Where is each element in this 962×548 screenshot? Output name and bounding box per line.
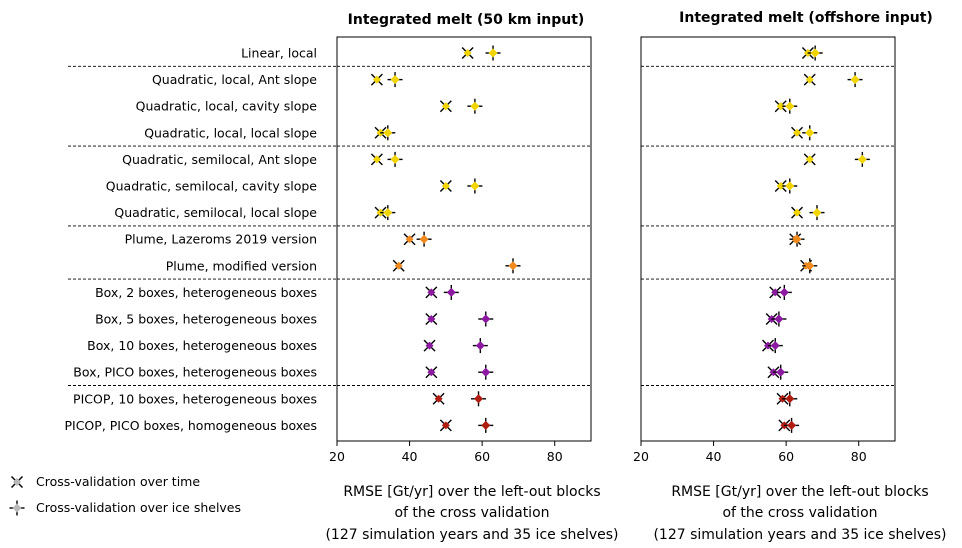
- point-time: [769, 286, 782, 299]
- point-ice-shelves: [472, 338, 488, 354]
- category-label: Quadratic, local, local slope: [144, 125, 317, 140]
- category-label: PICOP, 10 boxes, heterogeneous boxes: [73, 391, 317, 406]
- x-tick-label: 40: [706, 449, 722, 464]
- point-ice-shelves: [773, 364, 789, 380]
- point-time: [432, 392, 445, 405]
- x-tick-label: 80: [547, 449, 563, 464]
- point-ice-shelves: [767, 338, 783, 354]
- point-time: [370, 73, 383, 86]
- point-time: [461, 47, 474, 59]
- point-time: [439, 180, 452, 192]
- point-ice-shelves: [380, 125, 396, 141]
- category-label: PICOP, PICO boxes, homogeneous boxes: [64, 418, 317, 433]
- panel-50km-input: Integrated melt (50 km input) 20 40 60 80 R…: [325, 12, 618, 543]
- category-label: Quadratic, semilocal, local slope: [114, 205, 317, 220]
- x-axis-label-line-2: of the cross validation: [394, 505, 549, 521]
- point-ice-shelves: [784, 417, 800, 433]
- point-time: [425, 313, 438, 325]
- point-ice-shelves: [505, 258, 521, 274]
- x-axis-label-line-2: of the cross validation: [722, 505, 877, 521]
- x-tick-label: 20: [633, 449, 649, 464]
- x-tick-label: 60: [778, 449, 794, 464]
- category-label: Linear, local: [241, 46, 317, 61]
- point-ice-shelves: [467, 178, 483, 194]
- point-ice-shelves: [802, 258, 818, 274]
- point-ice-shelves: [443, 284, 459, 300]
- category-label: Plume, Lazeroms 2019 version: [125, 232, 317, 247]
- category-label: Box, 10 boxes, heterogeneous boxes: [87, 338, 317, 353]
- point-ice-shelves: [380, 205, 396, 221]
- x-axis-label-line-1: RMSE [Gt/yr] over the left-out blocks: [671, 484, 928, 500]
- point-ice-shelves: [789, 231, 805, 247]
- point-ice-shelves: [802, 125, 818, 141]
- point-time: [791, 126, 804, 139]
- point-ice-shelves: [782, 98, 798, 114]
- point-time: [774, 180, 787, 192]
- x-tick-label: 60: [474, 449, 490, 464]
- legend: Cross-validation over time Cross-validat…: [9, 474, 241, 516]
- point-time: [425, 366, 438, 379]
- point-time: [791, 206, 804, 219]
- point-ice-shelves: [847, 72, 863, 88]
- point-time: [439, 419, 452, 432]
- legend-marker-time: [11, 476, 23, 488]
- point-ice-shelves: [782, 391, 798, 407]
- category-label: Quadratic, semilocal, cavity slope: [106, 179, 318, 194]
- point-ice-shelves: [471, 391, 487, 407]
- point-time: [423, 339, 436, 352]
- category-labels: Linear, local Quadratic, local, Ant slope…: [64, 46, 337, 433]
- point-ice-shelves: [854, 151, 870, 167]
- point-ice-shelves: [416, 231, 432, 247]
- category-label: Plume, modified version: [166, 258, 317, 273]
- category-label: Box, 2 boxes, heterogeneous boxes: [95, 285, 317, 300]
- x-tick-label: 80: [851, 449, 867, 464]
- panel-title: Integrated melt (50 km input): [348, 12, 585, 28]
- point-ice-shelves: [478, 417, 494, 433]
- point-ice-shelves: [478, 364, 494, 380]
- category-label: Quadratic, local, cavity slope: [136, 99, 318, 114]
- x-tick-label: 40: [402, 449, 418, 464]
- point-ice-shelves: [478, 311, 494, 327]
- legend-x-marker: [11, 476, 23, 488]
- legend-marker-ice-shelves: [9, 500, 25, 516]
- category-label: Quadratic, semilocal, Ant slope: [122, 152, 317, 167]
- category-label: Box, PICO boxes, heterogeneous boxes: [73, 365, 317, 380]
- point-ice-shelves: [467, 98, 483, 114]
- point-ice-shelves: [485, 45, 501, 61]
- point-time: [392, 259, 405, 272]
- legend-label-time: Cross-validation over time: [36, 474, 200, 489]
- legend-label-ice-shelves: Cross-validation over ice shelves: [36, 500, 241, 515]
- point-time: [803, 73, 816, 86]
- point-ice-shelves: [782, 178, 798, 194]
- legend-plus-marker: [9, 500, 25, 516]
- panel-title: Integrated melt (offshore input): [679, 10, 933, 26]
- point-ice-shelves: [809, 205, 825, 221]
- point-ice-shelves: [771, 311, 787, 327]
- point-time: [403, 233, 416, 246]
- point-ice-shelves: [776, 284, 792, 300]
- category-label: Quadratic, local, Ant slope: [152, 72, 317, 87]
- category-label: Box, 5 boxes, heterogeneous boxes: [95, 312, 317, 327]
- point-ice-shelves: [807, 45, 823, 61]
- plot-frame: [640, 36, 896, 442]
- point-ice-shelves: [387, 72, 403, 88]
- point-time: [774, 100, 787, 113]
- x-axis-label-line-3: (127 simulation years and 35 ice shelves…: [653, 527, 946, 543]
- point-time: [370, 153, 383, 166]
- plot-frame: [336, 36, 592, 442]
- point-time: [439, 100, 452, 113]
- point-time: [425, 286, 438, 299]
- x-axis-label-line-1: RMSE [Gt/yr] over the left-out blocks: [343, 484, 600, 500]
- panel-offshore-input: Integrated melt (offshore input) 20 40 60 8…: [633, 10, 946, 543]
- x-tick-label: 20: [329, 449, 345, 464]
- point-ice-shelves: [387, 151, 403, 167]
- point-time: [803, 153, 816, 166]
- x-axis-label-line-3: (127 simulation years and 35 ice shelves…: [325, 527, 618, 543]
